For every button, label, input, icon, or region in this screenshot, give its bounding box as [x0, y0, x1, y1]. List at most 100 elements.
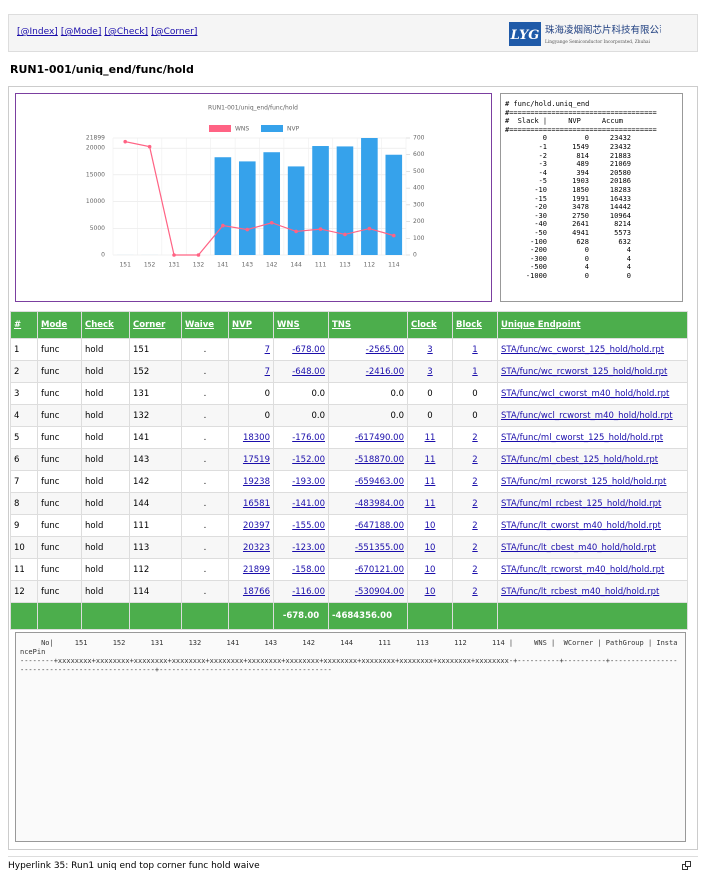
cell-link[interactable]: -176.00: [292, 432, 325, 443]
report-cell: 4: [626, 246, 631, 255]
nav-link[interactable]: [@Check]: [104, 27, 149, 37]
cell-link[interactable]: 7: [264, 366, 270, 377]
cell-link[interactable]: 1: [472, 366, 478, 377]
popout-icon[interactable]: [682, 861, 692, 870]
cell-link[interactable]: 2: [472, 498, 478, 509]
column-link[interactable]: Check: [85, 320, 114, 330]
bar: [312, 146, 329, 255]
cell-link[interactable]: -670121.00: [354, 564, 404, 575]
cell-link[interactable]: -158.00: [292, 564, 325, 575]
column-link[interactable]: Waive: [185, 320, 215, 330]
column-link[interactable]: Unique Endpoint: [501, 320, 581, 330]
column-link[interactable]: #: [14, 320, 22, 330]
cell: .: [181, 426, 229, 449]
cell-link[interactable]: -678.00: [292, 344, 325, 355]
cell-link[interactable]: -648.00: [292, 366, 325, 377]
cell-link[interactable]: STA/func/lt_cbest_m40_hold/hold.rpt: [501, 542, 656, 553]
cell-link[interactable]: 10: [424, 520, 436, 531]
cell-link[interactable]: STA/func/lt_rcworst_m40_hold/hold.rpt: [501, 564, 665, 575]
cell-link[interactable]: 11: [424, 454, 436, 465]
column-link[interactable]: Clock: [411, 320, 437, 330]
report-row: -1000 0 0: [505, 272, 678, 281]
cell-link[interactable]: 2: [472, 586, 478, 597]
cell-link[interactable]: 7: [264, 344, 270, 355]
cell-link[interactable]: 11: [424, 498, 436, 509]
cell-link[interactable]: STA/func/ml_rcworst_125_hold/hold.rpt: [501, 476, 667, 487]
cell-link[interactable]: STA/func/lt_cworst_m40_hold/hold.rpt: [501, 520, 662, 531]
report-row: -5 1903 20186: [505, 177, 678, 186]
point: [196, 253, 201, 257]
point: [391, 233, 396, 238]
cell-link[interactable]: 11: [424, 476, 436, 487]
cell: hold: [81, 492, 130, 515]
cell-link[interactable]: 18300: [242, 432, 270, 443]
cell-link[interactable]: STA/func/wcl_cworst_m40_hold/hold.rpt: [501, 388, 670, 399]
cell-link[interactable]: STA/func/wc_cworst_125_hold/hold.rpt: [501, 344, 665, 355]
cell-link[interactable]: STA/func/lt_rcbest_m40_hold/hold.rpt: [501, 586, 660, 597]
cell-link[interactable]: 1: [472, 344, 478, 355]
cell-link[interactable]: 10: [424, 564, 436, 575]
cell: 2: [452, 492, 498, 515]
cell-link[interactable]: -116.00: [292, 586, 325, 597]
cell-link[interactable]: -530904.00: [354, 586, 404, 597]
cell-link[interactable]: STA/func/ml_cworst_125_hold/hold.rpt: [501, 432, 664, 443]
cell-link[interactable]: 2: [472, 454, 478, 465]
cell-link[interactable]: 18766: [242, 586, 270, 597]
cell-link[interactable]: -152.00: [292, 454, 325, 465]
cell-link[interactable]: -659463.00: [354, 476, 404, 487]
cell-link[interactable]: STA/func/wc_rcworst_125_hold/hold.rpt: [501, 366, 668, 377]
cell-link[interactable]: -123.00: [292, 542, 325, 553]
report-row: -40 2641 8214: [505, 220, 678, 229]
cell-link[interactable]: STA/func/wcl_rcworst_m40_hold/hold.rpt: [501, 410, 673, 421]
cell-link[interactable]: -2565.00: [365, 344, 404, 355]
cell-link[interactable]: 2: [472, 520, 478, 531]
cell-link[interactable]: 21899: [242, 564, 270, 575]
cell-link[interactable]: 2: [472, 432, 478, 443]
cell-link[interactable]: 17519: [242, 454, 270, 465]
table-row: 10 func hold 113. 20323 -123.00 -551355.00 10 2 S…: [10, 536, 688, 559]
cell-link[interactable]: -647188.00: [354, 520, 404, 531]
cell: 144: [129, 492, 182, 515]
cell: .: [181, 448, 229, 471]
column-link[interactable]: Corner: [133, 320, 166, 330]
nav-link[interactable]: [@Mode]: [60, 27, 102, 37]
column-link[interactable]: Mode: [41, 320, 68, 330]
cell: STA/func/ml_cbest_125_hold/hold.rpt: [497, 448, 688, 471]
table-body: 1 func hold 151. 7 -678.00 -2565.00 3 1 STA/func/…: [10, 338, 688, 603]
cell-link[interactable]: -551355.00: [354, 542, 404, 553]
cell-link[interactable]: STA/func/ml_rcbest_125_hold/hold.rpt: [501, 498, 662, 509]
nav-link[interactable]: [@Corner]: [151, 27, 198, 37]
cell-link[interactable]: -155.00: [292, 520, 325, 531]
cell: 0: [407, 404, 453, 427]
cell-link[interactable]: 19238: [242, 476, 270, 487]
cell-link[interactable]: -617490.00: [354, 432, 404, 443]
cell: -176.00: [273, 426, 329, 449]
report-rule: #===================================: [505, 108, 657, 117]
cell-link[interactable]: -193.00: [292, 476, 325, 487]
cell-link[interactable]: STA/func/ml_cbest_125_hold/hold.rpt: [501, 454, 659, 465]
cell-link[interactable]: 2: [472, 542, 478, 553]
column-link[interactable]: TNS: [332, 320, 352, 330]
cell: STA/func/ml_rcworst_125_hold/hold.rpt: [497, 470, 688, 493]
cell: 20397: [228, 514, 274, 537]
cell-link[interactable]: 10: [424, 542, 436, 553]
cell-link[interactable]: 10: [424, 586, 436, 597]
cell-link[interactable]: 2: [472, 564, 478, 575]
cell-link[interactable]: -518870.00: [354, 454, 404, 465]
nav-link[interactable]: [@Index]: [17, 27, 58, 37]
column-link[interactable]: NVP: [232, 320, 252, 330]
cell-link[interactable]: 2: [472, 476, 478, 487]
cell-link[interactable]: 16581: [242, 498, 270, 509]
column-link[interactable]: WNS: [277, 320, 300, 330]
cell-link[interactable]: 3: [427, 366, 433, 377]
cell-link[interactable]: 20323: [242, 542, 270, 553]
cell-link[interactable]: 3: [427, 344, 433, 355]
cell-link[interactable]: 20397: [242, 520, 270, 531]
column-link[interactable]: Block: [456, 320, 482, 330]
cell: 0: [452, 382, 498, 405]
cell-link[interactable]: -2416.00: [365, 366, 404, 377]
cell-link[interactable]: -141.00: [292, 498, 325, 509]
cell: 1: [452, 360, 498, 383]
cell-link[interactable]: 11: [424, 432, 436, 443]
cell-link[interactable]: -483984.00: [354, 498, 404, 509]
